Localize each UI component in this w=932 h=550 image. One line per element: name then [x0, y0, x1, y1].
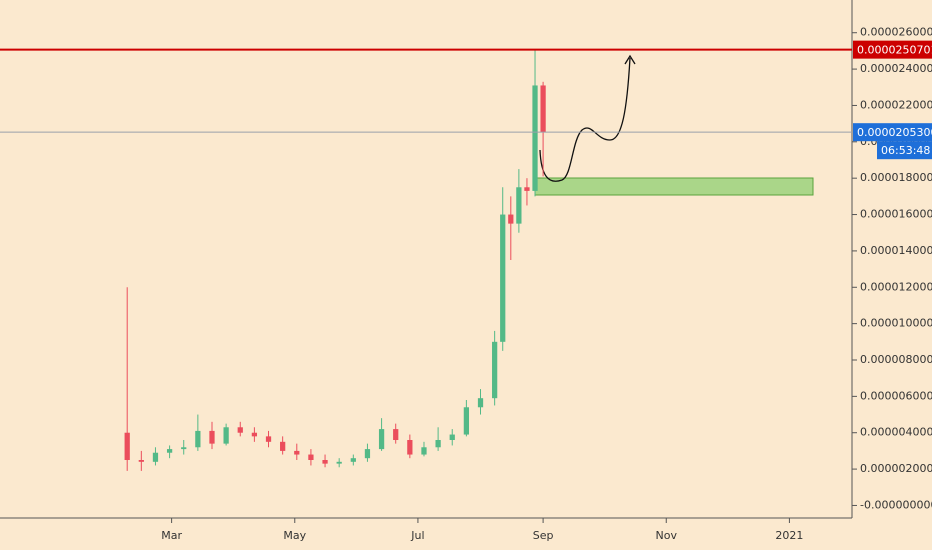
- candle-body: [322, 460, 328, 464]
- candle-body: [492, 341, 498, 399]
- candle-body: [540, 85, 546, 133]
- candle-body: [237, 427, 243, 433]
- candle-body: [209, 430, 215, 444]
- candle-body: [166, 449, 173, 453]
- candle-body: [407, 440, 413, 455]
- arrow-head: [624, 54, 636, 65]
- x-tick-label: May: [283, 529, 306, 542]
- candle-body: [393, 429, 399, 440]
- x-tick-label: Jul: [410, 529, 424, 542]
- candle-body: [181, 447, 187, 450]
- candle-body: [308, 454, 314, 460]
- candle-body: [350, 458, 356, 462]
- candle-body: [508, 214, 514, 224]
- candle-body: [294, 450, 300, 455]
- candle-body: [421, 447, 427, 455]
- price-label-box: [853, 40, 932, 59]
- candle-body: [463, 407, 470, 435]
- candle-body: [477, 398, 484, 408]
- candle-body: [280, 441, 286, 451]
- candle-body: [435, 440, 441, 448]
- candle-body: [378, 429, 385, 450]
- countdown-label: 06:53:48: [881, 144, 930, 157]
- candle-body: [223, 427, 229, 444]
- candle-body: [124, 432, 130, 460]
- candle-body: [152, 452, 159, 462]
- projection-arrow: [539, 57, 631, 182]
- candle-body: [500, 214, 506, 342]
- candle-body: [265, 436, 272, 442]
- candle-body: [138, 460, 144, 462]
- x-tick-label: Mar: [161, 529, 182, 542]
- candle-body: [364, 449, 371, 459]
- price-label: 0.0000205300: [857, 126, 932, 139]
- countdown-box: [877, 141, 932, 160]
- candle-body: [524, 187, 530, 191]
- candle-body: [449, 434, 455, 440]
- candle-body: [195, 430, 201, 448]
- x-tick-label: Sep: [533, 529, 554, 542]
- candle-body: [532, 85, 538, 191]
- price-label: 0.0000250701: [857, 44, 932, 57]
- candle-body: [516, 187, 522, 224]
- candle-body: [336, 461, 342, 464]
- price-label-box: [853, 123, 932, 142]
- x-tick-label: Nov: [656, 529, 678, 542]
- candle-body: [251, 432, 258, 437]
- y-tick-label: 0.0000260000: [860, 26, 932, 39]
- support-zone: [534, 177, 814, 196]
- x-tick-label: 2021: [775, 529, 803, 542]
- y-tick-label: -0.0000000000: [860, 498, 932, 511]
